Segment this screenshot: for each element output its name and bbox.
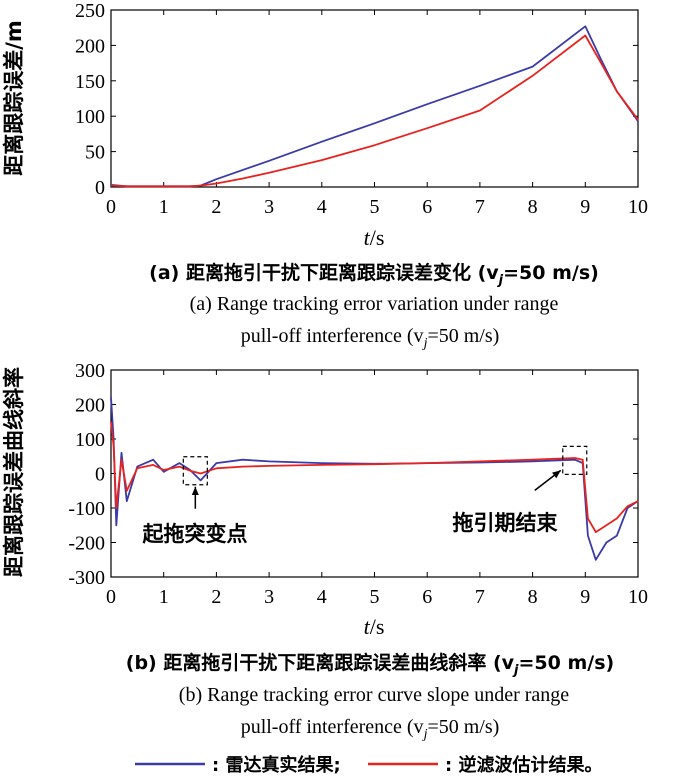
chart-a-xtick-label: 7 <box>475 196 485 218</box>
chart-a-xtick-label: 3 <box>264 196 274 218</box>
chart-a-xtick-label: 10 <box>628 196 648 218</box>
chart-a-xtick-label: 4 <box>317 196 327 218</box>
chart-b-ytick-label: -300 <box>68 567 105 589</box>
chart-a-xtick-label: 0 <box>106 196 116 218</box>
caption-b-cn: (b) 距离拖引干扰下距离跟踪误差曲线斜率 (vj=50 m/s) <box>126 651 614 678</box>
chart-b-xtick-label: 1 <box>159 586 169 608</box>
caption-a-en-line1: (a) Range tracking error variation under… <box>190 293 559 315</box>
chart-b-xtick-label: 10 <box>628 586 648 608</box>
chart-b-ticks: 0 1 2 3 4 5 6 7 8 9 10 -300 -200 -100 0 100 200 300 <box>68 360 648 608</box>
chart-b-ytick-label: 100 <box>75 429 105 451</box>
chart-b-series <box>110 397 639 561</box>
chart-a-series-line-1 <box>110 25 639 188</box>
legend: : 雷达真实结果; : 逆滤波估计结果。 <box>135 754 602 776</box>
chart-a-ytick-label: 0 <box>95 177 105 199</box>
chart-b-xtick-label: 4 <box>317 586 327 608</box>
chart-b-series-line-1 <box>110 397 639 561</box>
annotation-box <box>182 456 208 486</box>
chart-b-xtick-label: 5 <box>370 586 380 608</box>
chart-b-ytick-label: 300 <box>75 360 105 382</box>
chart-b-annotations: 起拖突变点 拖引期结束 <box>142 445 588 546</box>
chart-b-ytick-label: -100 <box>68 498 105 520</box>
annotation-box <box>562 445 588 475</box>
caption-a-cn: (a) 距离拖引干扰下距离跟踪误差变化 (vj=50 m/s) <box>149 261 599 288</box>
chart-b-ylabel: 距离跟踪误差曲线斜率 <box>2 367 26 577</box>
chart-a-xtick-label: 2 <box>211 196 221 218</box>
chart-b-xtick-label: 3 <box>264 586 274 608</box>
chart-b-xtick-label: 7 <box>475 586 485 608</box>
caption-a-en-line2: pull-off interference (vj=50 m/s) <box>241 325 500 351</box>
chart-a-plot-frame <box>110 9 639 188</box>
legend-item-est: : 逆滤波估计结果。 <box>445 754 602 776</box>
chart-a-ytick-label: 250 <box>75 0 105 22</box>
chart-a-ylabel: 距离跟踪误差/m <box>2 20 26 176</box>
chart-b-ytick-label: 200 <box>75 395 105 417</box>
chart-b-xtick-label: 9 <box>580 586 590 608</box>
chart-a-series-line-2 <box>110 34 639 188</box>
annotation-label: 拖引期结束 <box>453 511 559 535</box>
chart-a-ytick-label: 150 <box>75 71 105 93</box>
chart-a-xtick-label: 1 <box>159 196 169 218</box>
chart-a-xtick-label: 5 <box>370 196 380 218</box>
chart-a-xtick-label: 9 <box>580 196 590 218</box>
chart-b-xtick-label: 2 <box>211 586 221 608</box>
chart-b-xtick-label: 6 <box>422 586 432 608</box>
caption-b-en-line2: pull-off interference (vj=50 m/s) <box>241 716 500 742</box>
chart-a-series <box>110 25 639 188</box>
legend-item-true: : 雷达真实结果; <box>212 754 341 776</box>
chart-a-xlabel: t/s <box>364 225 385 250</box>
annotation-label: 起拖突变点 <box>142 522 248 546</box>
chart-a-ytick-label: 100 <box>75 106 105 128</box>
chart-b-xtick-label: 0 <box>106 586 116 608</box>
chart-b-xlabel: t/s <box>364 614 385 639</box>
chart-a-ytick-label: 50 <box>85 142 105 164</box>
chart-a-xtick-label: 8 <box>528 196 538 218</box>
chart-b-ytick-label: -200 <box>68 533 105 555</box>
caption-b-en-line1: (b) Range tracking error curve slope und… <box>179 684 570 706</box>
chart-a-ytick-label: 200 <box>75 35 105 57</box>
annotation-arrowhead <box>191 486 199 496</box>
chart-b: 0 1 2 3 4 5 6 7 8 9 10 -300 -200 -100 0 100 200 300 距离跟踪误… <box>2 360 648 639</box>
annotation-arrowhead <box>552 470 561 479</box>
chart-b-xtick-label: 8 <box>528 586 538 608</box>
chart-b-series-line-2 <box>110 421 639 533</box>
chart-b-ytick-label: 0 <box>95 464 105 486</box>
chart-a-xtick-label: 6 <box>422 196 432 218</box>
